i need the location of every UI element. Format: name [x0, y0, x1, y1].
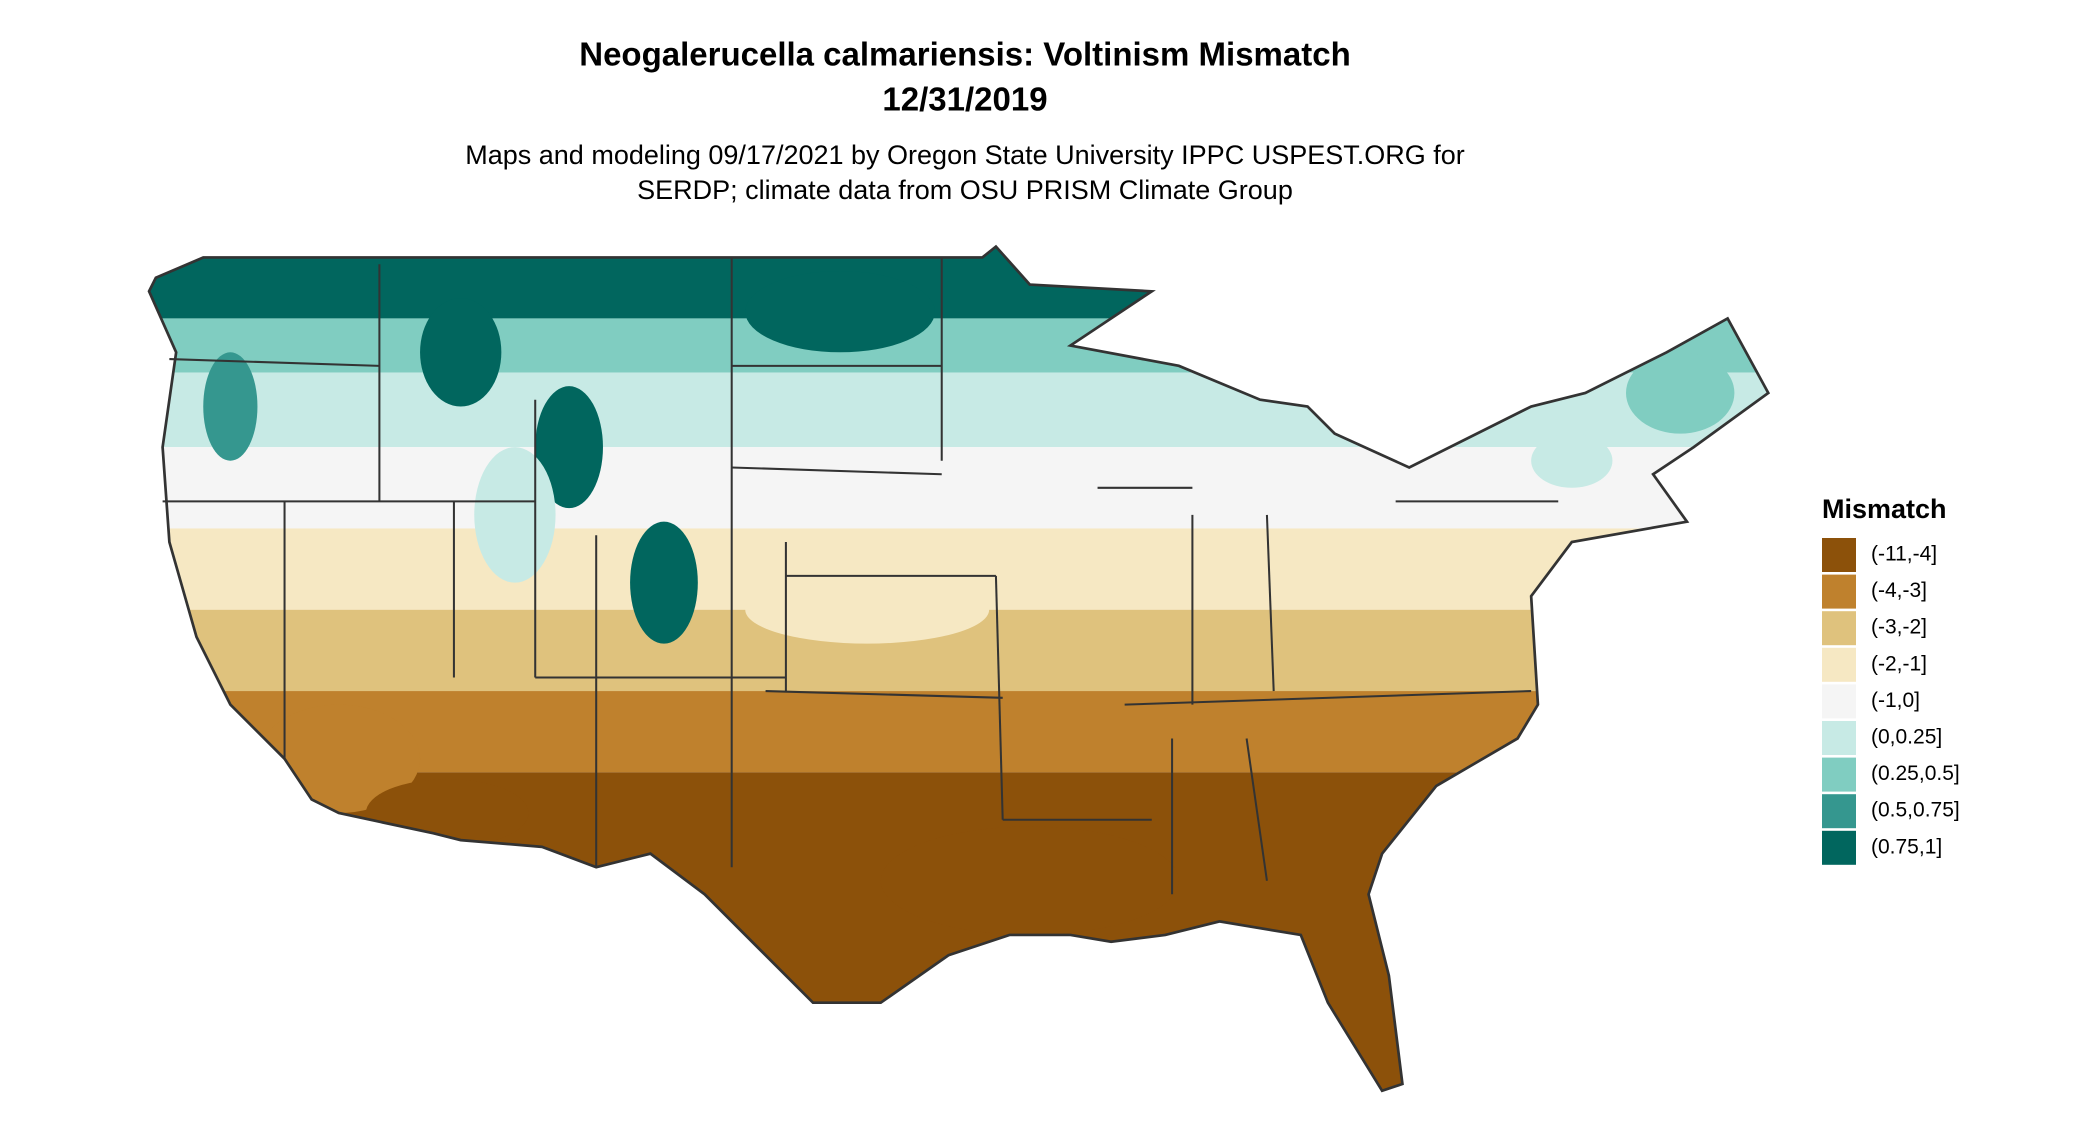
subtitle: Maps and modeling 09/17/2021 by Oregon S…: [465, 140, 1465, 170]
legend-swatch: [1822, 757, 1856, 792]
legend-label: (-4,-3]: [1871, 579, 1927, 602]
legend-label: (-1,0]: [1871, 689, 1920, 712]
subtitle: SERDP; climate data from OSU PRISM Clima…: [637, 175, 1293, 205]
legend-label: (-11,-4]: [1871, 543, 1937, 566]
legend-swatch: [1822, 721, 1856, 755]
legend-title: Mismatch: [1822, 494, 1947, 524]
map-band: [149, 246, 1769, 319]
map-region: [630, 521, 698, 644]
legend: (-11,-4] (-4,-3] (-3,-2] (-2,-1] (-1,0] (0,0.…: [1822, 538, 1960, 865]
legend-swatch: [1822, 611, 1856, 646]
map-region: [1531, 433, 1613, 488]
legend-label: (0.75,1]: [1871, 835, 1942, 858]
legend-label: (-2,-1]: [1871, 652, 1927, 675]
map-region: [880, 826, 1179, 935]
legend-label: (-3,-2]: [1871, 616, 1927, 639]
map-outline: [147, 244, 1771, 1093]
map-region: [203, 352, 258, 461]
title: Neogalerucella calmariensis: Voltinism M…: [579, 36, 1351, 73]
date: 12/31/2019: [882, 81, 1047, 118]
map-region: [420, 298, 502, 407]
legend-label: (0,0.25]: [1871, 726, 1942, 749]
legend-swatch: [1822, 830, 1856, 865]
map-region: [474, 447, 556, 583]
legend-label: (0.5,0.75]: [1871, 799, 1960, 822]
legend-swatch: [1822, 794, 1856, 829]
legend-swatch: [1822, 538, 1856, 572]
map-band: [149, 318, 1769, 373]
map-band: [149, 447, 1769, 529]
legend-swatch: [1822, 574, 1856, 609]
map-region: [745, 271, 935, 353]
map-region: [745, 575, 990, 644]
legend-swatch: [1822, 647, 1856, 682]
legend-swatch: [1822, 684, 1856, 719]
map-region: [535, 386, 603, 509]
legend-label: (0.25,0.5]: [1871, 762, 1960, 785]
map: [149, 246, 1769, 1091]
map-region: [1626, 352, 1735, 434]
map-band: [149, 372, 1769, 448]
